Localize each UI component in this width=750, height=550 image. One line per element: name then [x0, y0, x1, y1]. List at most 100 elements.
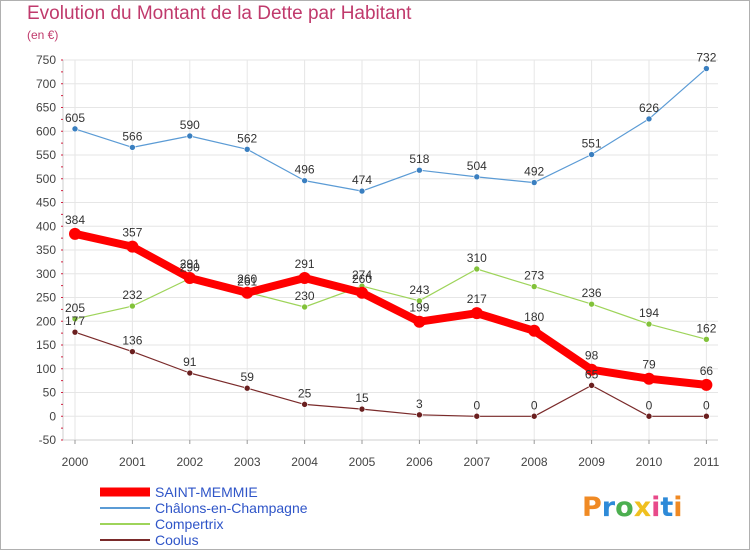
- data-label: 562: [237, 131, 257, 145]
- data-label: 732: [696, 51, 716, 65]
- data-point: [301, 401, 308, 408]
- data-label: 310: [467, 251, 487, 265]
- data-point: [645, 320, 653, 328]
- data-point: [71, 125, 79, 133]
- legend-label: SAINT-MEMMIE: [155, 484, 258, 500]
- logo-letter: t: [660, 492, 673, 523]
- data-point: [470, 307, 483, 320]
- y-tick-label: 700: [36, 77, 56, 91]
- data-label: 199: [409, 301, 429, 315]
- legend-label: Châlons-en-Champagne: [155, 500, 308, 516]
- data-point: [703, 412, 710, 420]
- x-tick-label: 2005: [349, 455, 376, 469]
- x-tick-label: 2008: [521, 455, 548, 469]
- y-tick-label: 350: [36, 243, 56, 257]
- data-label: 25: [298, 386, 312, 400]
- y-tick-label: 450: [36, 196, 56, 210]
- data-point: [700, 378, 713, 391]
- data-point: [416, 411, 423, 419]
- logo-letter: x: [634, 492, 651, 523]
- data-point: [183, 272, 196, 285]
- logo-letter: r: [602, 492, 616, 523]
- y-tick-label: 750: [36, 53, 56, 67]
- data-point: [301, 177, 308, 184]
- data-label: 0: [646, 398, 653, 412]
- data-label: 291: [295, 257, 315, 271]
- data-point: [703, 65, 710, 72]
- data-label: 551: [582, 137, 602, 151]
- data-label: 217: [467, 292, 487, 306]
- y-tick-label: 500: [36, 172, 56, 186]
- data-point: [71, 328, 79, 336]
- x-tick-label: 2004: [291, 455, 318, 469]
- data-label: 65: [585, 367, 599, 381]
- data-point: [71, 315, 79, 323]
- legend-label: Coolus: [155, 532, 199, 548]
- data-label: 79: [642, 358, 656, 372]
- logo-letter: i: [673, 492, 682, 523]
- grid-lines: [63, 59, 718, 441]
- data-label: 66: [700, 364, 714, 378]
- data-label: 180: [524, 310, 544, 324]
- data-label: 0: [531, 398, 538, 412]
- data-label: 492: [524, 165, 544, 179]
- series-line: [74, 268, 708, 340]
- data-label: 236: [582, 286, 602, 300]
- data-point: [129, 144, 136, 151]
- data-point: [588, 300, 595, 308]
- data-label: 162: [696, 321, 716, 335]
- data-label: 0: [473, 398, 480, 412]
- data-point: [643, 372, 655, 385]
- data-point: [69, 227, 81, 240]
- data-label: 194: [639, 306, 659, 320]
- data-point: [129, 302, 136, 310]
- y-tick-label: 600: [36, 124, 56, 138]
- data-label: 496: [295, 163, 315, 177]
- data-point: [645, 412, 653, 420]
- x-tick-label: 2011: [693, 455, 719, 469]
- y-tick-label: 50: [43, 386, 57, 400]
- data-point: [530, 179, 538, 186]
- data-point: [413, 315, 426, 328]
- data-label: 291: [180, 257, 200, 271]
- data-label: 274: [352, 268, 372, 282]
- data-point: [416, 297, 423, 305]
- proxiti-logo: Proxiti: [582, 492, 683, 523]
- data-label: 91: [183, 355, 197, 369]
- x-tick-label: 2002: [176, 455, 203, 469]
- data-point: [588, 382, 595, 389]
- logo-letter: o: [615, 492, 634, 523]
- data-point: [241, 286, 254, 299]
- data-label: 59: [241, 370, 255, 384]
- data-label: 230: [295, 289, 315, 303]
- data-label: 474: [352, 173, 372, 187]
- y-tick-label: 0: [49, 409, 56, 423]
- data-label: 384: [65, 213, 85, 227]
- data-label: 136: [122, 334, 142, 348]
- y-tick-label: 550: [36, 148, 56, 162]
- data-label: 504: [467, 159, 487, 173]
- x-tick-label: 2001: [119, 455, 146, 469]
- data-point: [243, 146, 251, 153]
- series-lines: [69, 65, 713, 420]
- data-point: [416, 166, 423, 174]
- axes: -500501001502002503003504004505005506006…: [36, 53, 720, 469]
- data-label: 566: [122, 129, 142, 143]
- y-tick-label: 400: [36, 219, 56, 233]
- x-tick-label: 2009: [578, 455, 605, 469]
- data-label: 243: [409, 283, 429, 297]
- y-tick-label: 100: [36, 362, 56, 376]
- series-line: [74, 67, 708, 192]
- y-tick-label: 250: [36, 291, 56, 305]
- data-point: [473, 265, 481, 273]
- data-point: [645, 115, 653, 123]
- logo-text: Proxiti: [582, 492, 683, 523]
- logo-letter: P: [582, 492, 602, 523]
- data-label: 260: [237, 272, 257, 286]
- x-tick-label: 2003: [234, 455, 261, 469]
- chart-title: Evolution du Montant de la Dette par Hab…: [27, 3, 412, 24]
- x-tick-label: 2007: [463, 455, 490, 469]
- data-point: [530, 412, 538, 420]
